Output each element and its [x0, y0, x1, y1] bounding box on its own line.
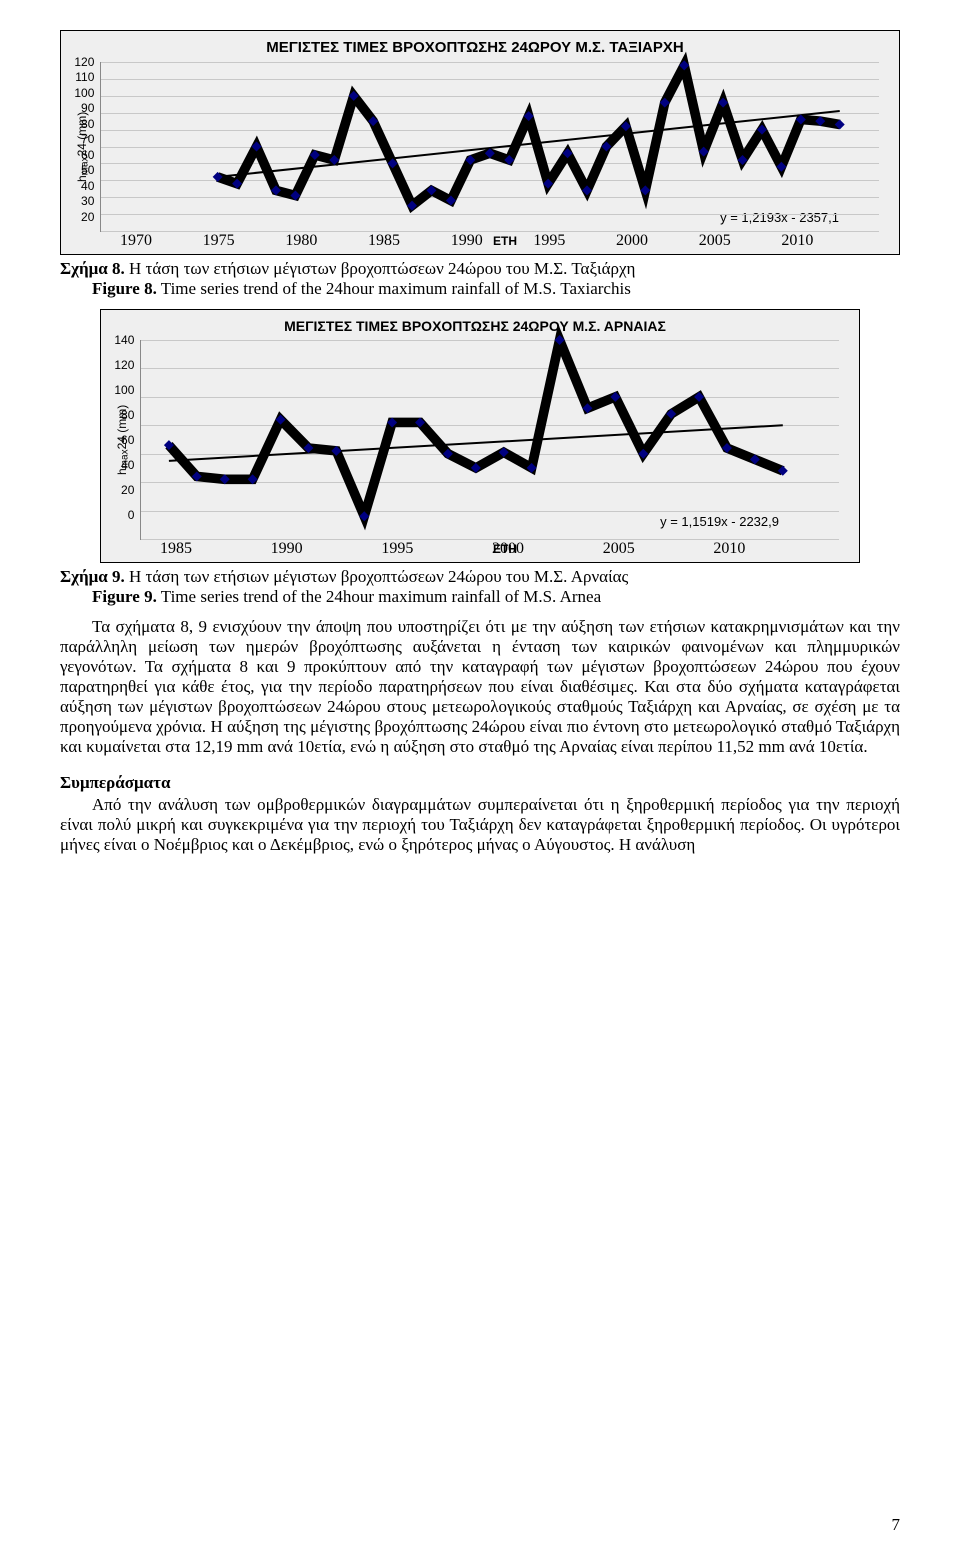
caption-1-gr-text: Η τάση των ετήσιων μέγιστων βροχοπτώσεων… — [125, 259, 636, 278]
caption-1-en-text: Time series trend of the 24hour maximum … — [157, 279, 631, 298]
paragraph-1: Τα σχήματα 8, 9 ενισχύουν την άποψη που … — [60, 617, 900, 757]
caption-2-en-label: Figure 9. — [92, 587, 157, 606]
chart-1-frame: ΜΕΓΙΣΤΕΣ ΤΙΜΕΣ ΒΡΟΧΟΠΤΩΣΗΣ 24ΩΡΟΥ Μ.Σ. Τ… — [60, 30, 900, 255]
caption-2-gr-label: Σχήμα 9. — [60, 567, 125, 586]
chart-1-title: ΜΕΓΙΣΤΕΣ ΤΙΜΕΣ ΒΡΟΧΟΠΤΩΣΗΣ 24ΩΡΟΥ Μ.Σ. Τ… — [71, 39, 879, 56]
section-heading: Συμπεράσματα — [60, 773, 900, 793]
caption-2: Σχήμα 9. Η τάση των ετήσιων μέγιστων βρο… — [60, 567, 900, 607]
page-number: 7 — [892, 1515, 901, 1535]
chart-2-plot-area: y = 1,1519x - 2232,9 — [140, 340, 839, 540]
caption-1: Σχήμα 8. Η τάση των ετήσιων μέγιστων βρο… — [60, 259, 900, 299]
caption-1-gr-label: Σχήμα 8. — [60, 259, 125, 278]
caption-2-gr-text: Η τάση των ετήσιων μέγιστων βροχοπτώσεων… — [125, 567, 629, 586]
caption-2-en-text: Time series trend of the 24hour maximum … — [157, 587, 601, 606]
paragraph-2: Από την ανάλυση των ομβροθερμικών διαγρα… — [60, 795, 900, 855]
chart-2-frame: ΜΕΓΙΣΤΕΣ ΤΙΜΕΣ ΒΡΟΧΟΠΤΩΣΗΣ 24ΩΡΟΥ Μ.Σ. Α… — [100, 309, 860, 563]
caption-1-en-label: Figure 8. — [92, 279, 157, 298]
chart-2-title: ΜΕΓΙΣΤΕΣ ΤΙΜΕΣ ΒΡΟΧΟΠΤΩΣΗΣ 24ΩΡΟΥ Μ.Σ. Α… — [111, 318, 839, 334]
chart-1-xlabel: ΕΤΗ — [131, 234, 879, 248]
chart-1-plot-area: y = 1,2193x - 2357,1 — [100, 62, 879, 232]
